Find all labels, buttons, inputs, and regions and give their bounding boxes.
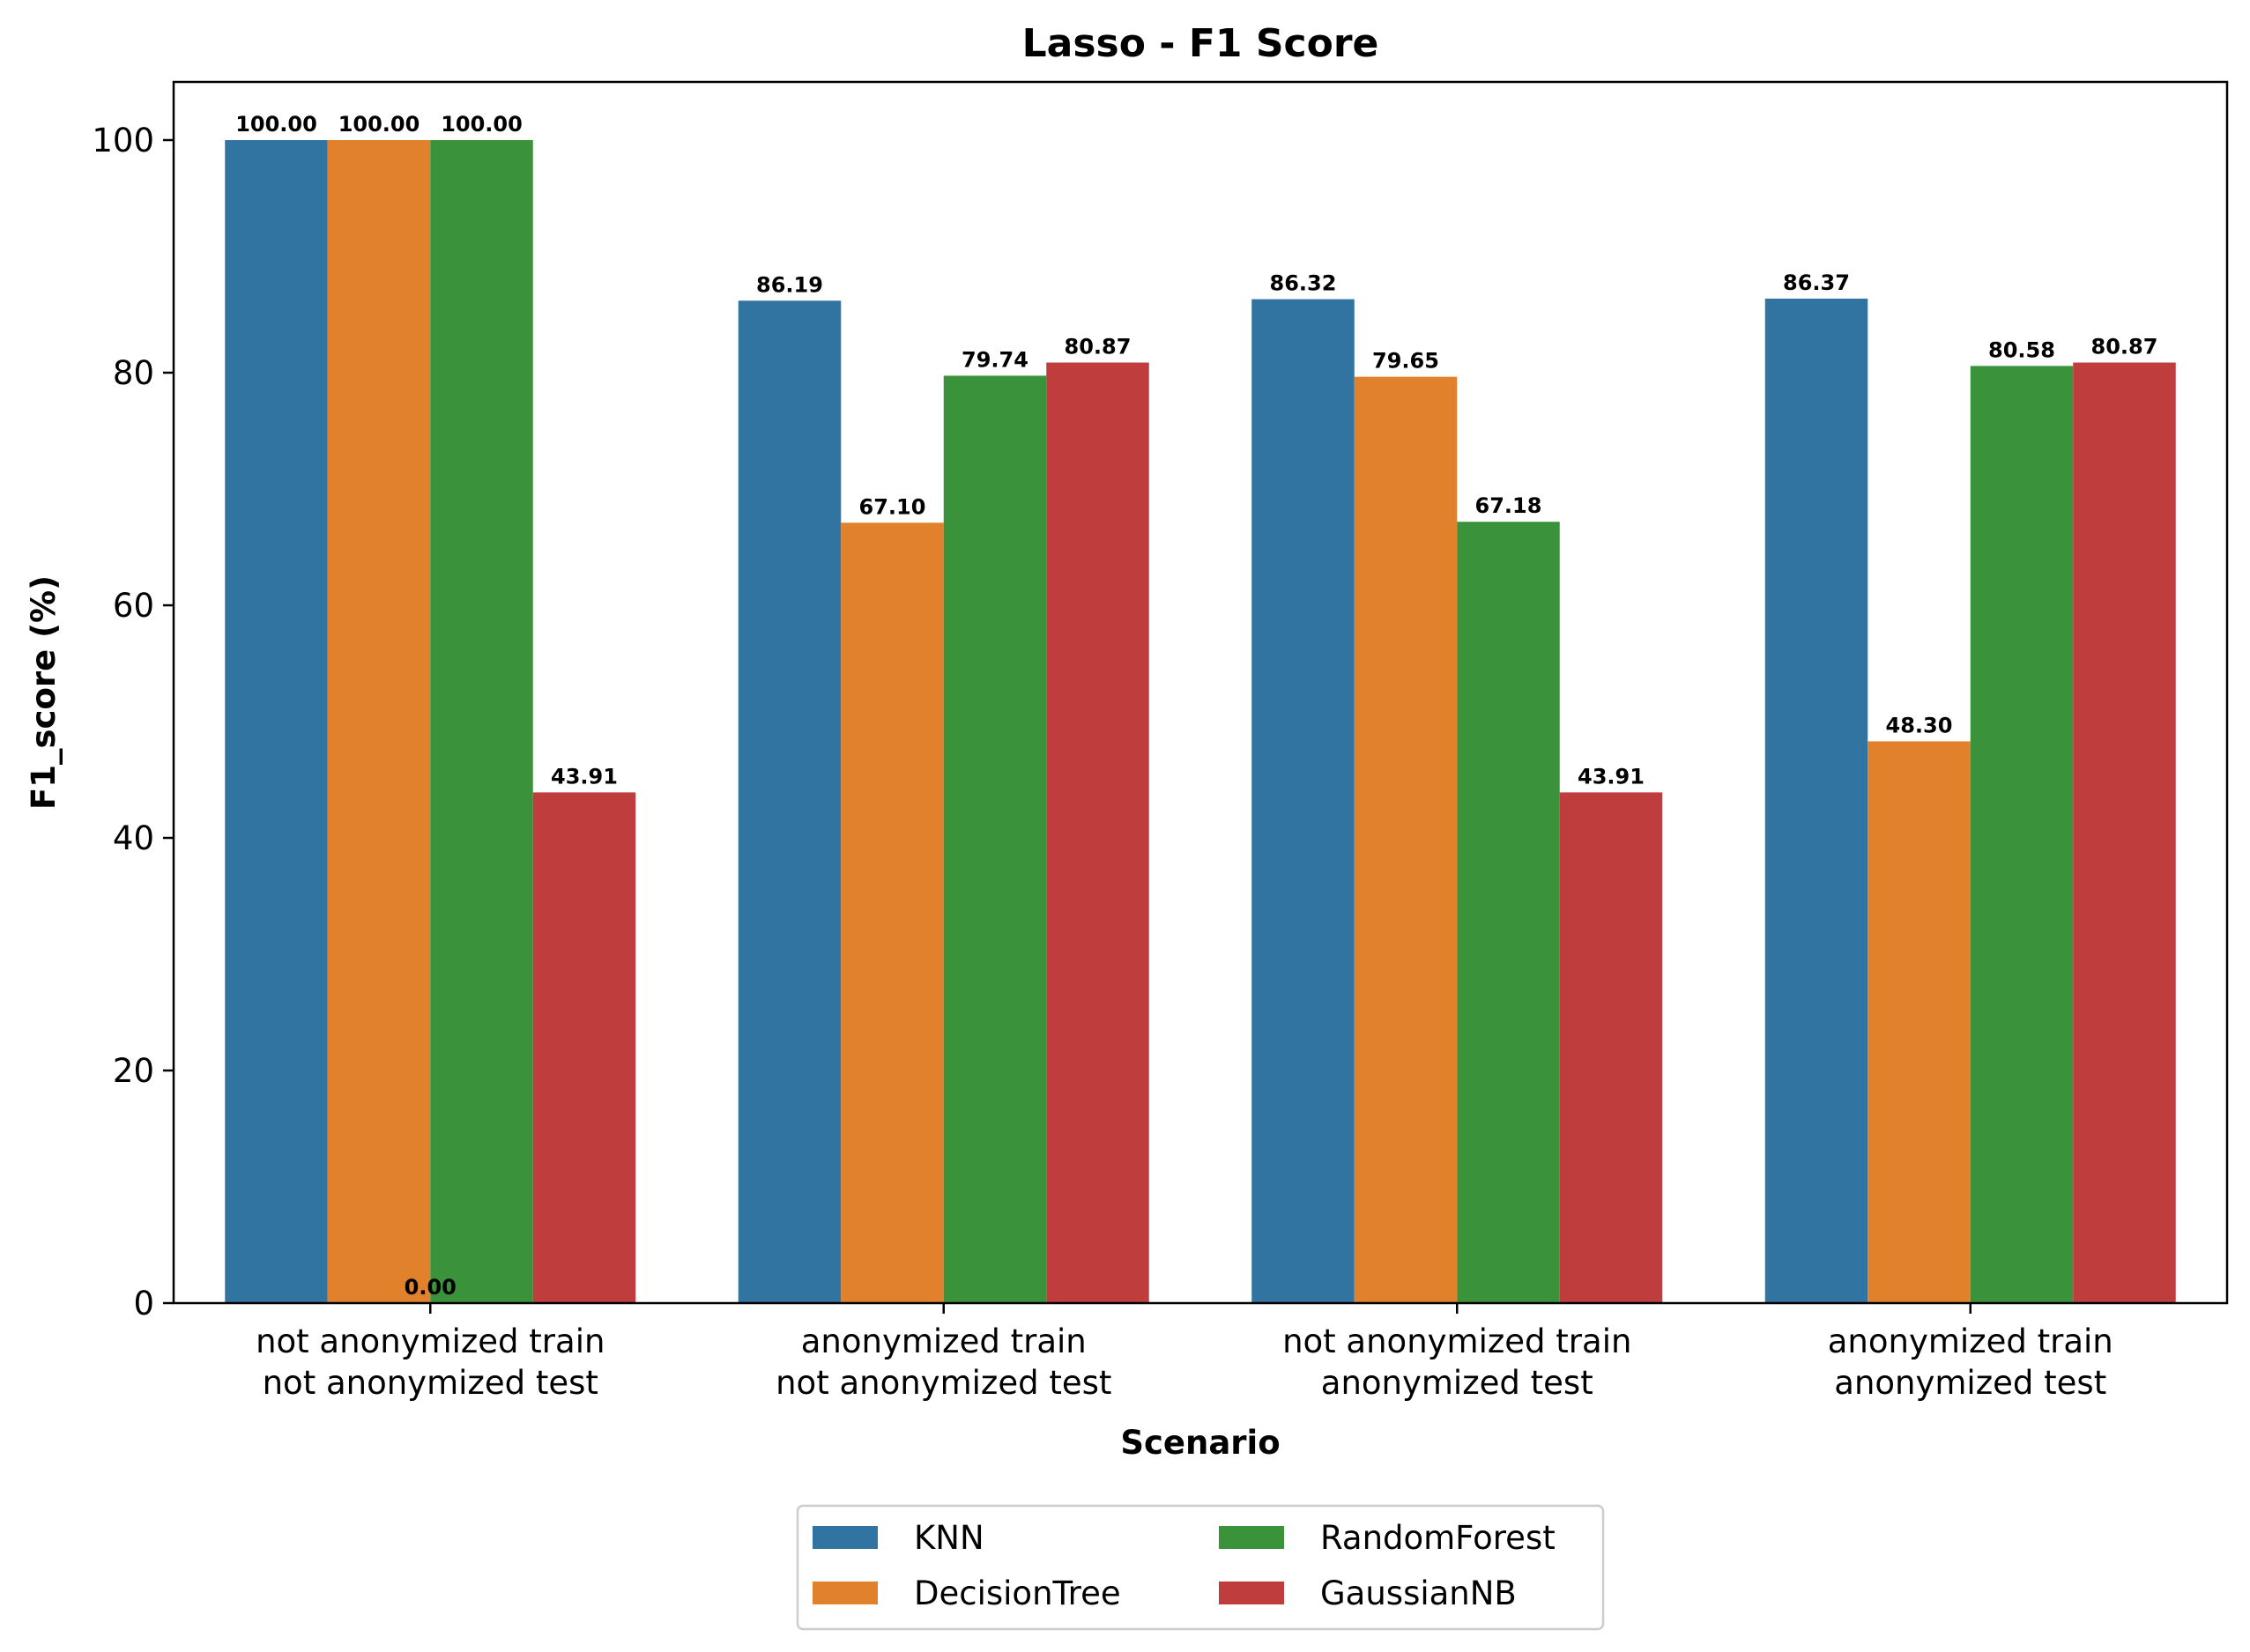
bar-decisiontree-1 — [841, 522, 944, 1303]
plot-frame — [172, 80, 2229, 1305]
annotation-label: 0.00 — [405, 1275, 457, 1300]
x-axis-label: Scenario — [1120, 1424, 1280, 1462]
y-tick-label: 40 — [113, 819, 154, 857]
y-tick-label: 80 — [113, 354, 154, 392]
bar-value-label: 48.30 — [1886, 713, 1953, 737]
y-tick-label: 0 — [133, 1285, 154, 1322]
bar-gaussiannb-3 — [2073, 362, 2176, 1303]
x-tick-label: anonymized train — [1828, 1322, 2113, 1360]
x-tick-label: anonymized test — [1321, 1364, 1593, 1402]
legend-swatch-knn — [813, 1526, 878, 1549]
bar-value-label: 80.87 — [2091, 335, 2158, 359]
bar-randomforest-3 — [1970, 366, 2074, 1303]
y-axis-label: F1_score (%) — [25, 575, 63, 810]
legend-swatch-randomforest — [1219, 1526, 1284, 1549]
y-tick-label: 20 — [113, 1052, 154, 1090]
y-tick-label: 100 — [92, 122, 154, 159]
bar-value-label: 80.87 — [1065, 335, 1132, 359]
bar-value-label: 43.91 — [551, 764, 618, 789]
x-tick-label: anonymized train — [801, 1322, 1087, 1360]
bar-value-label: 80.58 — [1988, 337, 2055, 362]
bar-knn-1 — [738, 300, 842, 1303]
x-tick-label: not anonymized train — [256, 1322, 605, 1360]
bar-gaussiannb-2 — [1559, 792, 1663, 1303]
bar-value-label: 86.19 — [756, 272, 823, 297]
legend: KNN DecisionTree RandomForest GaussianNB — [796, 1504, 1605, 1631]
y-axis: 0 20 40 60 80 100 — [92, 122, 174, 1322]
bar-knn-0 — [225, 140, 328, 1303]
legend-label-gaussiannb: GaussianNB — [1320, 1574, 1517, 1612]
bar-value-label: 100.00 — [441, 112, 523, 137]
legend-label-knn: KNN — [914, 1519, 984, 1557]
bar-value-label: 67.10 — [859, 494, 926, 519]
bar-decisiontree-0 — [327, 140, 431, 1303]
y-tick-label: 60 — [113, 587, 154, 625]
bar-decisiontree-3 — [1868, 741, 1971, 1303]
chart-title: Lasso - F1 Score — [1022, 21, 1379, 66]
legend-frame — [796, 1504, 1605, 1631]
bar-gaussiannb-0 — [532, 792, 636, 1303]
legend-swatch-gaussiannb — [1219, 1582, 1284, 1604]
bar-value-label: 43.91 — [1578, 764, 1645, 789]
bar-gaussiannb-1 — [1046, 362, 1149, 1303]
bar-value-label: 79.74 — [962, 347, 1028, 372]
bars-layer — [225, 140, 2176, 1304]
bar-decisiontree-2 — [1354, 376, 1458, 1303]
x-tick-label: not anonymized train — [1282, 1322, 1631, 1360]
x-tick-label: not anonymized test — [776, 1364, 1111, 1402]
bar-randomforest-1 — [943, 375, 1047, 1303]
bar-value-label: 100.00 — [235, 112, 317, 137]
bar-knn-3 — [1764, 298, 1868, 1303]
x-tick-label: anonymized test — [1834, 1364, 2106, 1402]
bar-value-label: 100.00 — [338, 112, 420, 137]
bar-randomforest-2 — [1457, 522, 1560, 1303]
legend-label-decisiontree: DecisionTree — [914, 1574, 1121, 1612]
bar-value-label: 67.18 — [1475, 493, 1542, 518]
bar-randomforest-0 — [430, 140, 533, 1303]
bar-value-label: 79.65 — [1372, 349, 1439, 374]
x-axis: not anonymized train not anonymized test a… — [256, 1303, 2113, 1402]
legend-label-randomforest: RandomForest — [1320, 1519, 1556, 1557]
bar-knn-2 — [1251, 299, 1355, 1304]
bar-labels-layer: 100.00 86.19 86.32 86.37 100.00 67.10 79.65 48.… — [235, 112, 2157, 1300]
x-tick-label: not anonymized test — [263, 1364, 598, 1402]
bar-value-label: 86.37 — [1783, 270, 1850, 295]
bar-value-label: 86.32 — [1270, 271, 1337, 296]
legend-swatch-decisiontree — [813, 1582, 878, 1604]
